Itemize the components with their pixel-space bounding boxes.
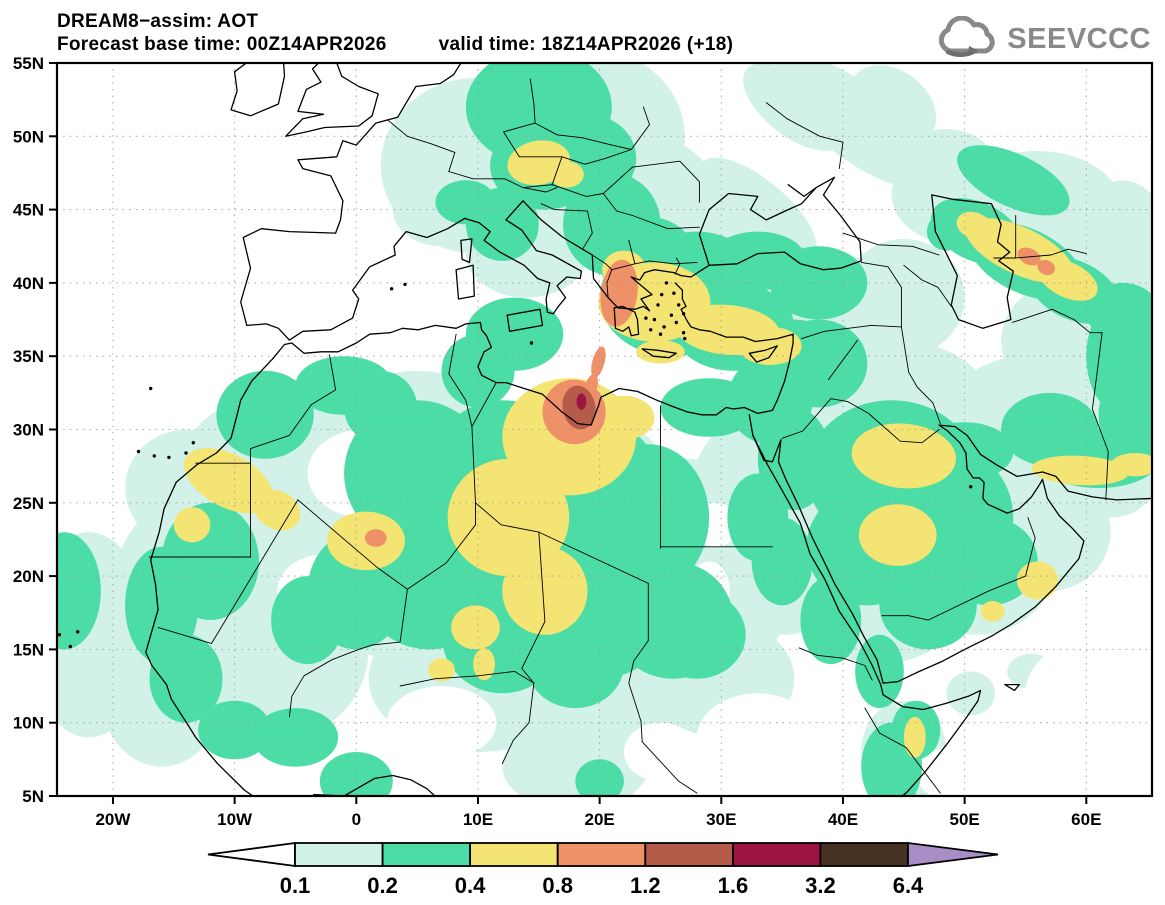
lat-tick-label: 20N xyxy=(13,567,44,586)
colorbar-tick-label: 0.2 xyxy=(367,873,398,898)
colorbar-segment xyxy=(732,842,822,867)
lat-tick-label: 25N xyxy=(13,494,44,513)
lat-tick-label: 15N xyxy=(13,640,44,659)
lat-tick-label: 50N xyxy=(13,127,44,146)
seevccc-logo: SEEVCCC xyxy=(936,16,1151,62)
colorbar-tick-label: 0.1 xyxy=(280,873,311,898)
lon-tick-label: 40E xyxy=(828,810,858,829)
aot-contour-field xyxy=(57,63,1152,796)
colorbar-tick-label: 6.4 xyxy=(893,873,924,898)
colorbar-tick-label: 0.4 xyxy=(455,873,486,898)
lon-tick-label: 30E xyxy=(706,810,736,829)
lat-tick-label: 55N xyxy=(13,54,44,73)
forecast-base-time: Forecast base time: 00Z14APR2026 xyxy=(57,34,387,55)
lon-tick-label: 20W xyxy=(95,810,131,829)
lat-tick-label: 35N xyxy=(13,347,44,366)
colorbar-segment xyxy=(819,842,909,867)
lon-tick-label: 10E xyxy=(463,810,493,829)
product-title: DREAM8−assim: AOT xyxy=(57,11,259,32)
lon-axis: 20W 10W 0 10E 20E 30E 40E 50E 60E xyxy=(95,796,1101,829)
lat-tick-label: 45N xyxy=(13,201,44,220)
coastlines xyxy=(145,63,1152,796)
colorbar-segment xyxy=(381,842,472,867)
time-line: Forecast base time: 00Z14APR2026 valid ti… xyxy=(57,33,733,56)
lon-tick-label: 10W xyxy=(217,810,253,829)
lat-tick-label: 40N xyxy=(13,274,44,293)
colorbar-arrow-right xyxy=(907,841,999,868)
colorbar-tick-label: 0.8 xyxy=(542,873,573,898)
lat-axis: 55N 50N 45N 40N 35N 30N 25N 20N 15N 10N 5N xyxy=(13,54,57,806)
cloud-logo-icon xyxy=(939,16,995,57)
colorbar-tick-label: 3.2 xyxy=(805,873,836,898)
lat-tick-label: 10N xyxy=(13,714,44,733)
title-block: DREAM8−assim: AOT Forecast base time: 00… xyxy=(57,10,733,56)
colorbar-segment xyxy=(294,842,384,867)
logo-text: SEEVCCC xyxy=(1007,22,1151,55)
colorbar-arrow-left xyxy=(207,841,296,868)
lon-tick-label: 50E xyxy=(950,810,980,829)
colorbar-tick-label: 1.6 xyxy=(718,873,749,898)
country-borders xyxy=(149,78,1109,794)
colorbar-segment xyxy=(644,842,734,867)
lon-tick-label: 0 xyxy=(352,810,361,829)
colorbar: 0.1 0.2 0.4 0.8 1.2 1.6 3.2 6.4 xyxy=(207,841,999,898)
island-dots xyxy=(57,281,973,649)
lon-tick-label: 60E xyxy=(1071,810,1101,829)
lat-tick-label: 30N xyxy=(13,421,44,440)
colorbar-segment xyxy=(556,842,647,867)
valid-time: valid time: 18Z14APR2026 (+18) xyxy=(438,34,734,55)
lon-tick-label: 20E xyxy=(585,810,615,829)
graticule xyxy=(56,62,1153,797)
colorbar-segment xyxy=(469,842,559,867)
colorbar-tick-label: 1.2 xyxy=(630,873,661,898)
lat-tick-label: 5N xyxy=(22,787,44,806)
